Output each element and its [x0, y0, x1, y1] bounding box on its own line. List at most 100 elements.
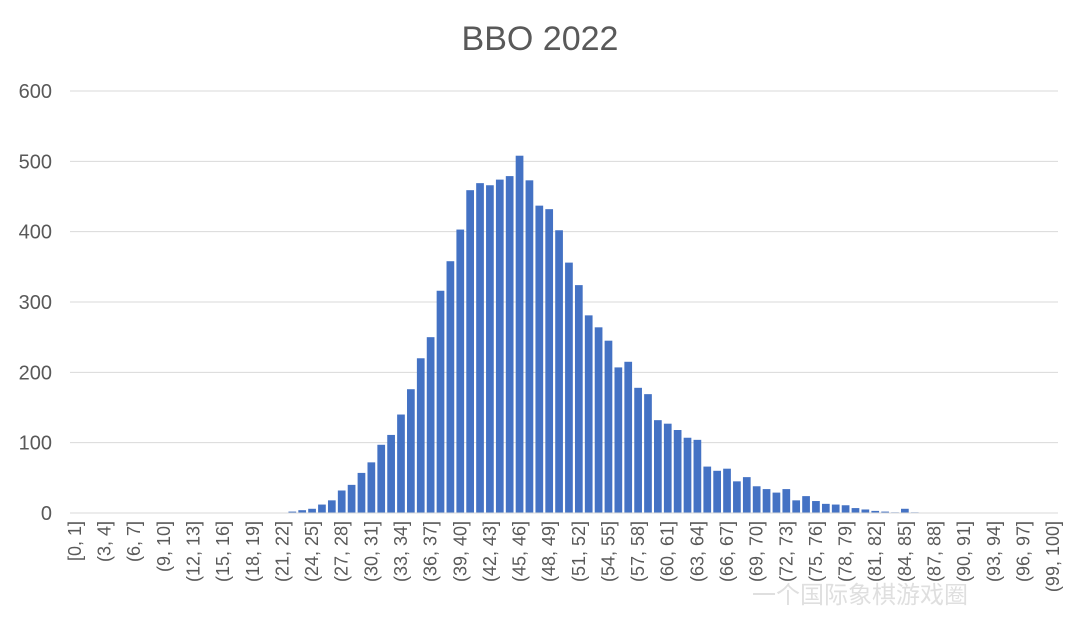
histogram-bar	[387, 434, 395, 513]
histogram-bar	[782, 489, 791, 513]
histogram-bar	[357, 472, 366, 513]
histogram-bar	[288, 511, 297, 513]
y-tick-label: 100	[19, 433, 52, 455]
histogram-bar	[861, 509, 870, 513]
histogram-bar	[663, 423, 672, 513]
y-axis-tick-labels: 0 100 200 300 400 500 600	[19, 81, 52, 525]
x-tick-label: (72, 73]	[776, 521, 796, 582]
x-tick-label: (3, 4]	[95, 521, 115, 562]
x-tick-label: (78, 79]	[836, 521, 856, 582]
histogram-bar	[545, 209, 554, 513]
x-tick-label: (27, 28]	[332, 521, 352, 582]
x-tick-label: (45, 46]	[510, 521, 530, 582]
x-tick-label: (96, 97]	[1013, 521, 1033, 582]
x-tick-label: (33, 34]	[391, 521, 411, 582]
x-tick-label: (9, 10]	[154, 521, 174, 572]
histogram-bar	[555, 230, 563, 513]
histogram-bar	[772, 492, 781, 513]
histogram-bar	[456, 229, 465, 513]
histogram-bar	[347, 484, 356, 513]
histogram-bar	[466, 190, 474, 514]
histogram-bar	[654, 420, 662, 513]
x-tick-label: (99, 100]	[1043, 521, 1063, 592]
histogram-bar	[881, 511, 889, 513]
histogram-bar	[624, 361, 633, 513]
x-tick-label: (93, 94]	[984, 521, 1004, 582]
x-tick-label: (48, 49]	[539, 521, 559, 582]
histogram-bar	[693, 439, 702, 513]
x-tick-label: (12, 13]	[184, 521, 204, 582]
x-tick-label: (6, 7]	[124, 521, 144, 562]
histogram-bar	[327, 500, 336, 513]
histogram-bar	[426, 337, 435, 513]
histogram-bar	[367, 462, 376, 513]
histogram-bar	[515, 155, 524, 513]
x-tick-label: (75, 76]	[806, 521, 826, 582]
histogram-bar	[841, 505, 850, 513]
chart-title: BBO 2022	[462, 20, 619, 58]
histogram-bar	[565, 262, 573, 513]
histogram-bar	[298, 510, 307, 513]
x-tick-label: [0, 1]	[65, 521, 85, 561]
histogram-bar	[436, 290, 445, 513]
histogram-bar	[733, 481, 741, 513]
x-tick-label: (51, 52]	[569, 521, 589, 582]
y-tick-label: 400	[19, 222, 52, 244]
histogram-bar	[634, 387, 642, 513]
histogram-bar	[337, 490, 346, 513]
x-tick-label: (42, 43]	[480, 521, 500, 582]
x-tick-label: (36, 37]	[421, 521, 441, 582]
histogram-bar	[703, 466, 712, 513]
gridlines	[70, 90, 1058, 444]
histogram-bar	[397, 414, 405, 513]
x-tick-label: (81, 82]	[865, 521, 885, 582]
histogram-bar	[446, 261, 455, 513]
x-tick-label: (66, 67]	[717, 521, 737, 582]
histogram-bar	[673, 430, 682, 513]
y-tick-label: 600	[19, 81, 52, 103]
x-tick-label: (24, 25]	[302, 521, 322, 582]
histogram-bar	[683, 437, 692, 513]
histogram-bar	[525, 180, 534, 513]
x-tick-label: (21, 22]	[272, 521, 292, 582]
histogram-bar	[604, 340, 613, 513]
histogram-bar	[486, 185, 494, 513]
y-tick-label: 0	[41, 503, 52, 525]
histogram-bar	[871, 510, 880, 513]
histogram-bar	[851, 508, 860, 513]
y-tick-label: 200	[19, 362, 52, 384]
histogram-bar	[377, 444, 386, 513]
y-tick-label: 500	[19, 151, 52, 173]
histogram-bar	[901, 508, 909, 513]
histogram-bar	[308, 508, 316, 513]
histogram-bar	[407, 389, 415, 513]
histogram-bar	[831, 504, 840, 513]
x-tick-label: (57, 58]	[628, 521, 648, 582]
histogram-bar	[762, 489, 771, 513]
histogram-bar	[752, 486, 761, 513]
histogram-bar	[742, 477, 751, 513]
histogram-bar	[821, 503, 830, 513]
histogram-bar	[535, 205, 544, 513]
histogram-bar	[416, 358, 425, 513]
bars	[288, 155, 919, 514]
histogram-bar	[584, 315, 593, 513]
x-tick-label: (63, 64]	[687, 521, 707, 582]
x-axis-tick-labels: [0, 1] (3, 4] (6, 7] (9, 10] (12, 13] (15, 16…	[65, 521, 1063, 592]
histogram-bar	[713, 470, 721, 513]
histogram-bar	[792, 500, 801, 513]
x-tick-label: (84, 85]	[895, 521, 915, 582]
histogram-bar	[476, 183, 484, 513]
x-tick-label: (69, 70]	[747, 521, 767, 582]
histogram-bar	[812, 501, 820, 513]
histogram-bar	[495, 179, 504, 513]
histogram-bar	[574, 285, 583, 513]
histogram-bar	[505, 176, 514, 513]
x-tick-label: (60, 61]	[658, 521, 678, 582]
histogram-bar	[318, 504, 326, 513]
y-tick-label: 300	[19, 292, 52, 314]
x-tick-label: (15, 16]	[213, 521, 233, 582]
watermark-text: 一个国际象棋游戏圈	[752, 582, 968, 609]
x-tick-label: (30, 31]	[361, 521, 381, 582]
